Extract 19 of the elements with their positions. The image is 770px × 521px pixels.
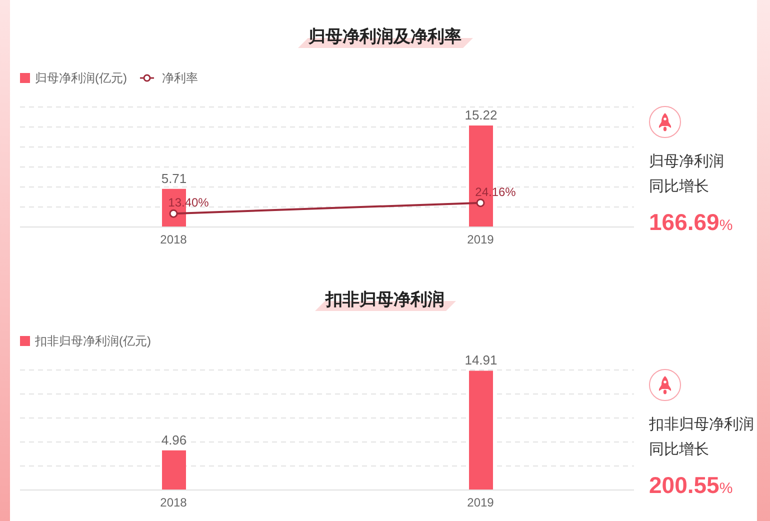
x-tick-label: 2018 (160, 232, 188, 247)
text: 归母净利润 (649, 153, 724, 170)
text: 同比增长 (649, 441, 709, 458)
chart-title: 扣非归母净利润 (326, 290, 444, 309)
text: 200.55% (649, 471, 733, 500)
legend-label: 扣非归母净利润(亿元) (35, 333, 151, 349)
text: 扣非归母净利润 (649, 416, 754, 433)
x-tick-label: 2019 (467, 496, 494, 510)
legend-label: 净利率 (162, 70, 198, 86)
data-label: 14.91 (464, 352, 498, 368)
data-label: 15.22 (464, 108, 498, 123)
text: 166.69% (649, 208, 733, 237)
text: 同比增长 (649, 178, 709, 195)
data-label: 4.96 (161, 432, 187, 448)
legend-label: 归母净利润(亿元) (35, 70, 127, 86)
x-tick-label: 2018 (160, 496, 188, 510)
x-tick-label: 2019 (467, 232, 494, 247)
chart-title: 归母净利润及净利率 (308, 27, 462, 46)
data-label: 5.71 (161, 170, 187, 186)
